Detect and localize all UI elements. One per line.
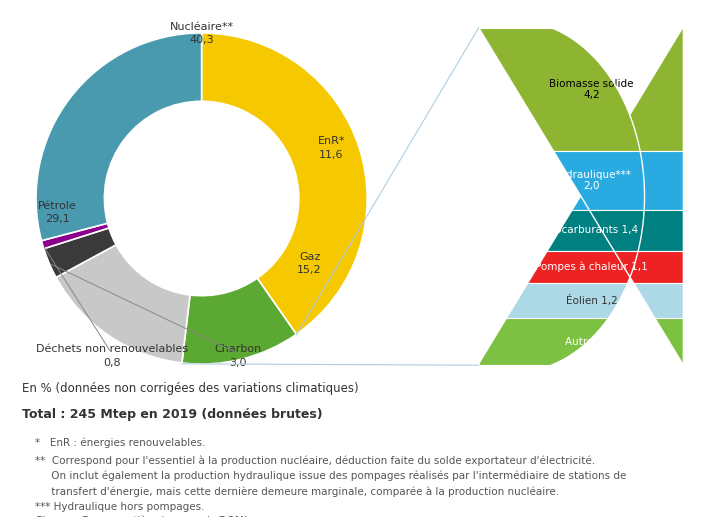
Wedge shape <box>182 278 297 364</box>
Wedge shape <box>202 33 367 334</box>
Wedge shape <box>44 228 116 277</box>
Bar <box>479 28 683 151</box>
Text: Hydraulique***
2,0: Hydraulique*** 2,0 <box>552 170 631 191</box>
Text: **  Correspond pour l'essentiel à la production nucléaire, déduction faite du so: ** Correspond pour l'essentiel à la prod… <box>35 455 595 466</box>
Text: *   EnR : énergies renouvelables.: * EnR : énergies renouvelables. <box>35 437 206 448</box>
Text: Pompes à chaleur 1,1: Pompes à chaleur 1,1 <box>535 262 648 272</box>
Bar <box>479 151 683 210</box>
Text: EnR*
11,6: EnR* 11,6 <box>318 136 345 160</box>
Text: Déchets non renouvelables
0,8: Déchets non renouvelables 0,8 <box>35 344 188 368</box>
Wedge shape <box>56 245 190 363</box>
Bar <box>479 210 683 251</box>
Text: Champ : France entière (y compris DOM).: Champ : France entière (y compris DOM). <box>35 515 252 517</box>
Text: Total : 245 Mtep en 2019 (données brutes): Total : 245 Mtep en 2019 (données brutes… <box>22 408 323 421</box>
Text: Gaz
15,2: Gaz 15,2 <box>297 252 322 275</box>
Text: transfert d'énergie, mais cette dernière demeure marginale, comparée à la produc: transfert d'énergie, mais cette dernière… <box>35 486 559 497</box>
Text: Nucléaire**
40,3: Nucléaire** 40,3 <box>169 22 234 45</box>
Text: Pétrole
29,1: Pétrole 29,1 <box>38 201 77 224</box>
Wedge shape <box>36 33 202 241</box>
Text: Éolien 1,2: Éolien 1,2 <box>565 295 617 306</box>
Text: *** Hydraulique hors pompages.: *** Hydraulique hors pompages. <box>35 501 205 512</box>
Text: Autres 1,6: Autres 1,6 <box>564 337 618 347</box>
Text: Biocarburants 1,4: Biocarburants 1,4 <box>545 225 638 235</box>
Bar <box>479 283 683 318</box>
Text: Biomasse solide
4,2: Biomasse solide 4,2 <box>549 79 634 100</box>
Text: On inclut également la production hydraulique issue des pompages réalisés par l': On inclut également la production hydrau… <box>35 471 627 481</box>
Bar <box>479 318 683 365</box>
Bar <box>479 251 683 283</box>
Text: En % (données non corrigées des variations climatiques): En % (données non corrigées des variatio… <box>22 382 359 394</box>
Text: Charbon
3,0: Charbon 3,0 <box>214 344 261 368</box>
Wedge shape <box>42 223 109 249</box>
